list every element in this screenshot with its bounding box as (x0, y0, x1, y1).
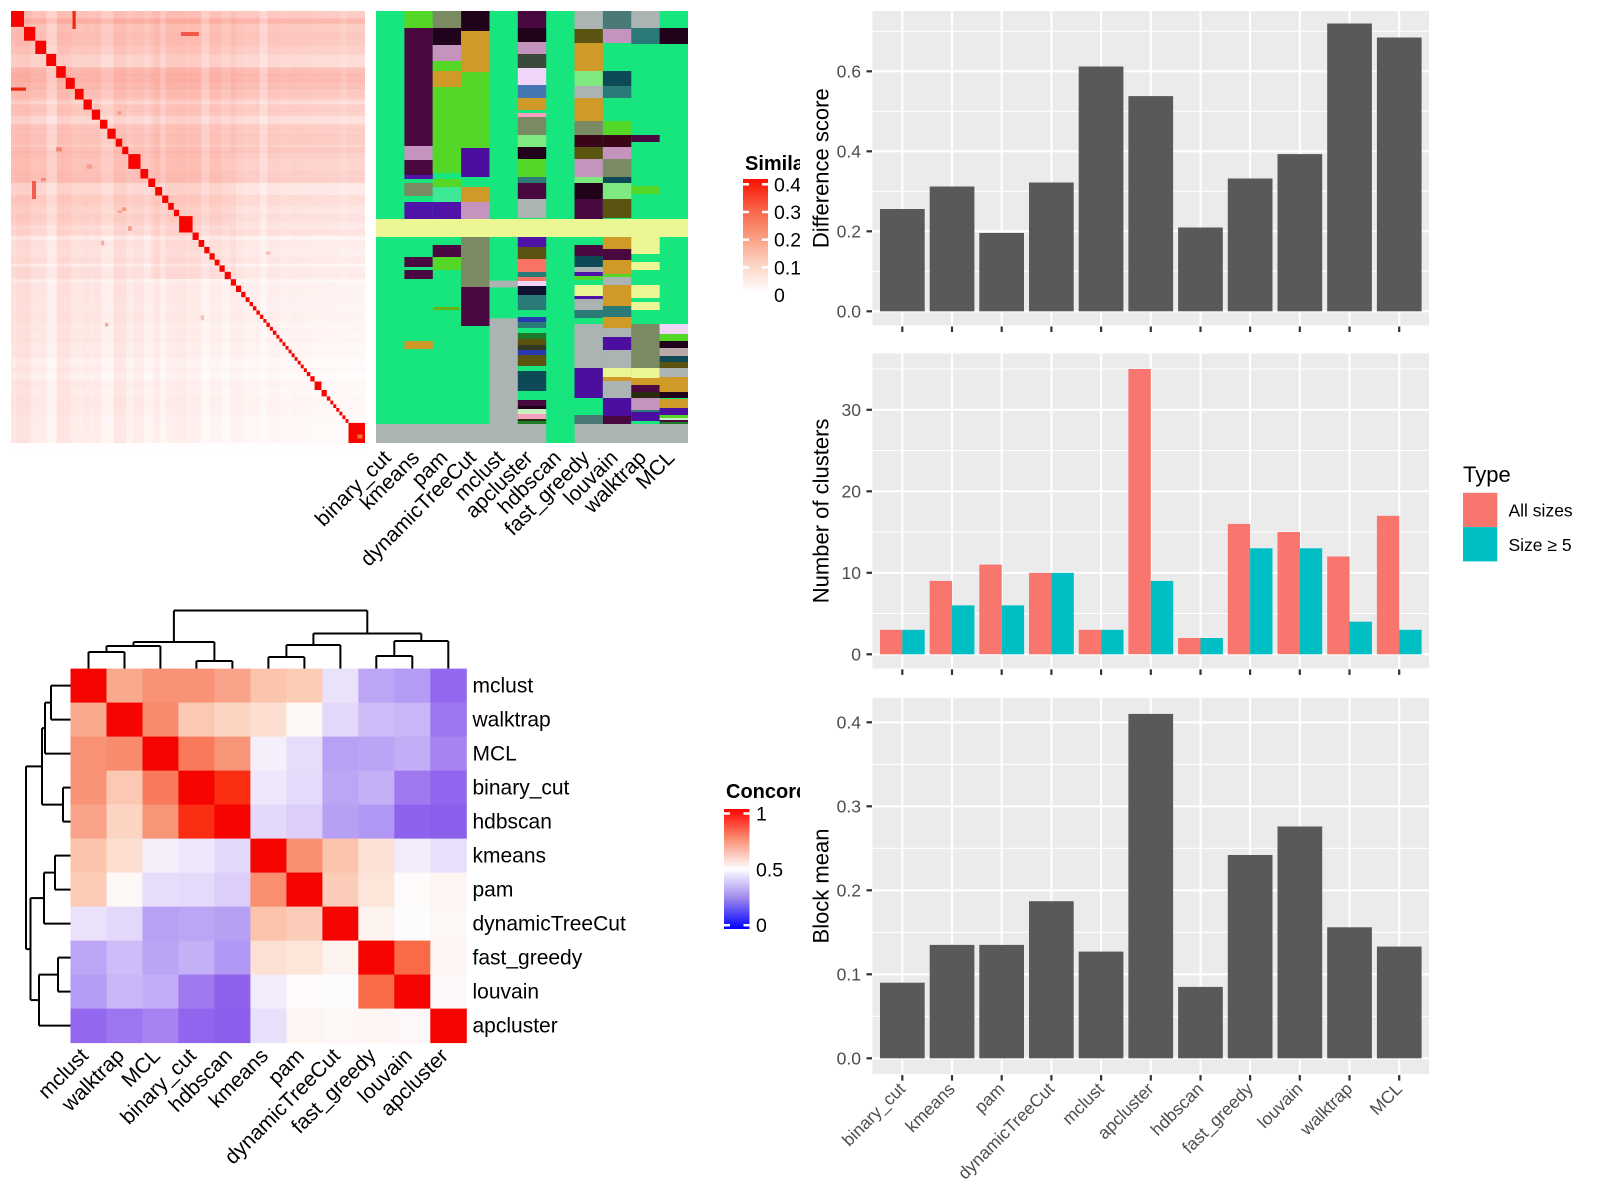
svg-text:Block mean: Block mean (809, 829, 834, 944)
svg-text:0.5: 0.5 (756, 859, 783, 881)
svg-text:pam: pam (970, 1079, 1008, 1117)
svg-text:0.0: 0.0 (837, 302, 862, 322)
svg-text:hdbscan: hdbscan (473, 811, 552, 834)
svg-text:Size ≥ 5: Size ≥ 5 (1509, 535, 1572, 555)
svg-text:0: 0 (851, 645, 861, 665)
svg-text:Concordance: Concordance (726, 781, 854, 803)
svg-text:dynamicTreeCut: dynamicTreeCut (473, 913, 626, 936)
svg-text:binary_cut: binary_cut (838, 1079, 910, 1151)
svg-text:1: 1 (756, 804, 767, 826)
svg-text:walktrap: walktrap (472, 709, 551, 732)
svg-text:0.3: 0.3 (774, 202, 801, 224)
svg-text:walktrap: walktrap (1295, 1079, 1356, 1140)
svg-text:0.0: 0.0 (837, 1049, 862, 1069)
svg-text:MCL: MCL (1366, 1079, 1406, 1119)
svg-text:0.2: 0.2 (837, 881, 861, 901)
svg-text:0.1: 0.1 (774, 257, 801, 279)
svg-text:0: 0 (756, 915, 767, 937)
svg-text:Difference score: Difference score (809, 88, 834, 248)
svg-text:pam: pam (473, 879, 514, 902)
svg-text:0: 0 (774, 285, 785, 307)
svg-text:0.2: 0.2 (837, 222, 861, 242)
svg-text:0.4: 0.4 (837, 713, 862, 733)
svg-text:0.4: 0.4 (774, 174, 801, 196)
svg-text:All sizes: All sizes (1509, 501, 1573, 521)
svg-text:Type: Type (1463, 462, 1511, 487)
svg-text:binary_cut: binary_cut (473, 777, 570, 800)
svg-text:30: 30 (842, 400, 862, 420)
svg-text:0.1: 0.1 (837, 965, 861, 985)
svg-text:0.4: 0.4 (837, 142, 862, 162)
svg-text:Similarity: Similarity (745, 153, 836, 175)
svg-text:20: 20 (842, 482, 862, 502)
svg-text:kmeans: kmeans (901, 1079, 959, 1137)
svg-text:fast_greedy: fast_greedy (473, 947, 583, 970)
svg-text:0.3: 0.3 (837, 797, 861, 817)
svg-text:10: 10 (842, 563, 862, 583)
svg-text:0.2: 0.2 (774, 230, 801, 252)
svg-text:louvain: louvain (473, 981, 540, 1004)
svg-text:MCL: MCL (473, 743, 517, 766)
svg-text:kmeans: kmeans (473, 845, 547, 868)
svg-text:mclust: mclust (473, 675, 534, 698)
svg-text:0.6: 0.6 (837, 62, 861, 82)
svg-text:apcluster: apcluster (473, 1015, 558, 1038)
svg-text:Number of clusters: Number of clusters (809, 419, 834, 604)
